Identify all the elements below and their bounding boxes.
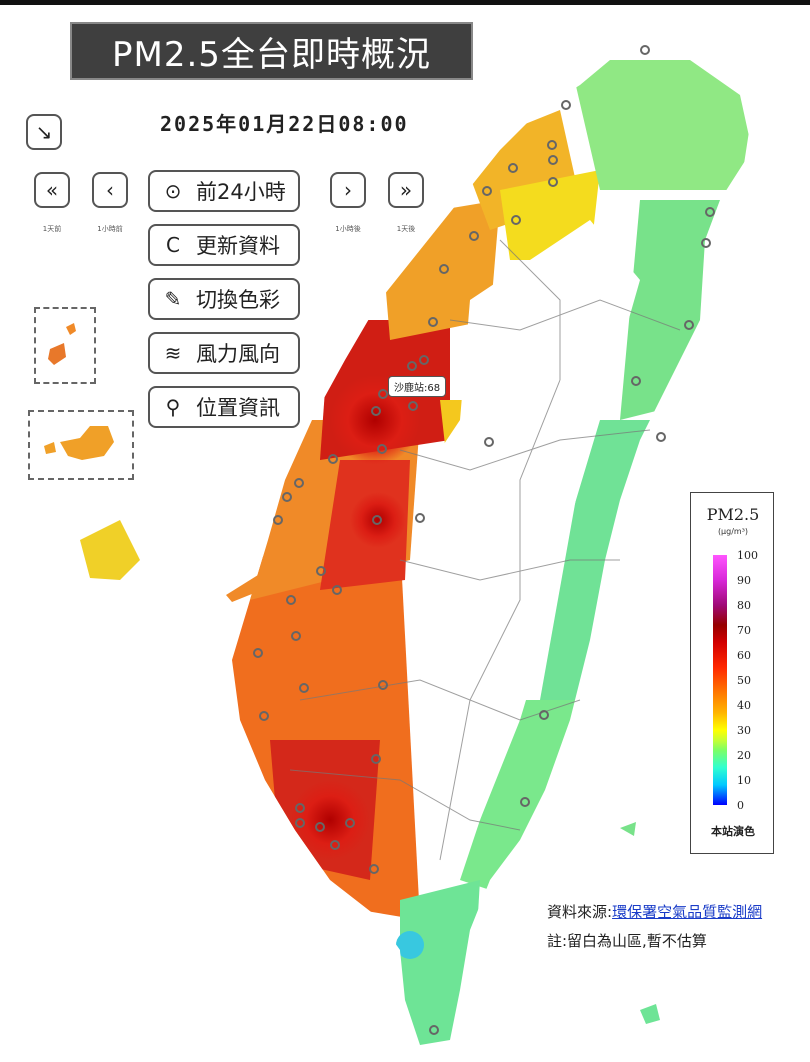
brush-icon: ✎ [164,287,182,311]
source-link[interactable]: 環保署空氣品質監測網 [612,903,763,921]
location-pin-icon: ⚲ [165,395,181,419]
matsu-island-shape [48,323,76,365]
fwd-hour-caption: 1小時後 [335,225,361,233]
legend-tick: 60 [737,649,751,662]
play-circle-icon: ⊙ [164,179,182,203]
fwd-day-caption: 1天後 [396,225,416,233]
switch-color-label: 切換色彩 [196,288,280,312]
legend-tick: 0 [737,799,744,812]
wind-label: 風力風向 [196,342,280,366]
legend-tick: 40 [737,699,751,712]
back-day-button[interactable]: « [34,172,70,208]
wind-icon: ≋ [164,341,182,365]
back-hour-caption: 1小時前 [97,225,123,233]
legend-title: PM2.5 [706,505,760,524]
location-info-label: 位置資訊 [196,396,280,420]
legend-tick: 100 [737,549,758,562]
back-hour-button[interactable]: ‹ [92,172,128,208]
legend-tick: 20 [737,749,751,762]
refresh-data-label: 更新資料 [196,234,280,258]
back-day-caption: 1天前 [42,225,62,233]
double-chevron-right-icon: » [399,178,413,202]
refresh-data-button[interactable]: C 更新資料 [148,224,300,266]
legend-unit: (μg/m³) [717,527,749,536]
legend-tick: 70 [737,624,751,637]
legend-tick: 10 [737,774,751,787]
past-24h-button[interactable]: ⊙ 前24小時 [148,170,300,212]
chevron-left-icon: ‹ [106,178,114,202]
wind-button[interactable]: ≋ 風力風向 [148,332,300,374]
top-border [0,0,810,5]
arrow-down-right-icon: ↘ [35,120,53,144]
fwd-day-button[interactable]: » [388,172,424,208]
datetime-label: 2025年01月22日08:00 [160,112,409,136]
past-24h-label: 前24小時 [196,180,286,204]
legend-tick: 80 [737,599,751,612]
legend-tick: 30 [737,724,751,737]
page-title: PM2.5全台即時概況 [70,22,473,80]
kinmen-inset[interactable] [28,410,134,480]
source-label: 資料來源: [547,903,613,921]
chevron-right-icon: › [344,178,352,202]
collapse-button[interactable]: ↘ [26,114,62,150]
refresh-icon: C [166,233,180,257]
legend-tick: 50 [737,674,751,687]
legend-footer: 本站演色 [711,825,755,838]
kinmen-island-shape [44,426,114,460]
note: 註:留白為山區,暫不估算 [547,932,707,950]
fwd-hour-button[interactable]: › [330,172,366,208]
double-chevron-left-icon: « [45,178,59,202]
switch-color-button[interactable]: ✎ 切換色彩 [148,278,300,320]
data-source: 資料來源:環保署空氣品質監測網 [547,901,762,922]
legend-tick: 90 [737,574,751,587]
location-info-button[interactable]: ⚲ 位置資訊 [148,386,300,428]
station-tooltip: 沙鹿站:68 [388,376,447,397]
matsu-inset[interactable] [34,307,96,384]
legend-color-bar [713,555,727,805]
pm25-legend: PM2.5 (μg/m³) 100 90 80 70 60 50 40 30 2… [690,492,774,854]
